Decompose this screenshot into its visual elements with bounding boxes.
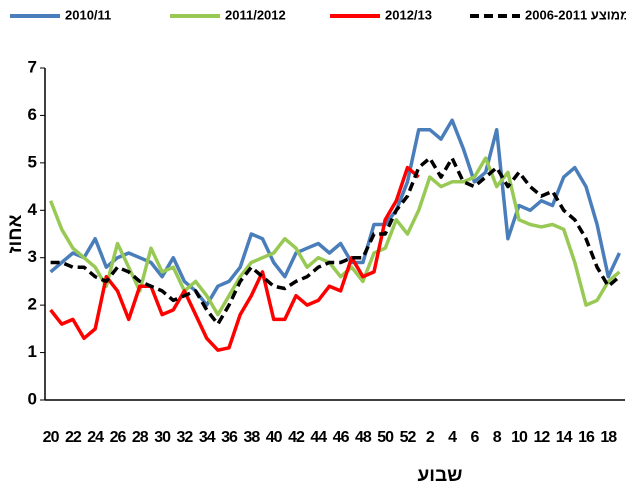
x-tick-label: 28 [132, 429, 149, 446]
series-line [49, 165, 420, 352]
y-tick-label: 5 [28, 152, 37, 171]
x-axis-title: שבוע [418, 465, 463, 486]
y-tick-label: 0 [28, 389, 37, 408]
y-tick-label: 7 [28, 57, 37, 76]
x-tick-label: 14 [556, 429, 573, 446]
x-tick-label: 12 [533, 429, 550, 446]
y-tick-label: 3 [28, 247, 37, 266]
x-tick-label: 18 [600, 429, 617, 446]
x-tick-label: 52 [400, 429, 417, 446]
series-line [49, 118, 621, 307]
x-tick-label: 30 [154, 429, 171, 446]
x-tick-label: 6 [470, 429, 479, 446]
x-tick-label: 44 [310, 429, 327, 446]
y-tick-label: 1 [28, 342, 37, 361]
y-tick-label: 6 [28, 105, 37, 124]
x-tick-label: 26 [110, 429, 127, 446]
x-tick-label: 48 [355, 429, 372, 446]
x-tick-label: 36 [221, 429, 238, 446]
series-line [50, 156, 621, 326]
x-tick-label: 20 [43, 429, 60, 446]
x-tick-label: 8 [493, 429, 502, 446]
x-tick-label: 16 [578, 429, 595, 446]
y-tick-label: 4 [28, 200, 38, 219]
y-axis-title: אחוז [5, 214, 26, 253]
x-tick-label: 34 [199, 429, 216, 446]
x-tick-label: 32 [177, 429, 194, 446]
x-tick-label: 38 [243, 429, 260, 446]
x-tick-label: 4 [448, 429, 457, 446]
legend-label: ממוצע 2006-2011 [525, 7, 626, 22]
x-tick-label: 50 [377, 429, 394, 446]
series-line [48, 156, 621, 317]
legend-label: 2010/11 [65, 7, 111, 22]
x-tick-label: 46 [333, 429, 350, 446]
legend-label: 2012/13 [385, 7, 432, 22]
x-tick-label: 42 [288, 429, 305, 446]
y-tick-label: 2 [28, 295, 37, 314]
legend-label: 2011/2012 [225, 7, 286, 22]
x-tick-label: 22 [65, 429, 82, 446]
x-tick-label: 40 [266, 429, 283, 446]
x-tick-label: 10 [511, 429, 528, 446]
x-tick-label: 2 [426, 429, 435, 446]
x-tick-label: 24 [87, 429, 104, 446]
